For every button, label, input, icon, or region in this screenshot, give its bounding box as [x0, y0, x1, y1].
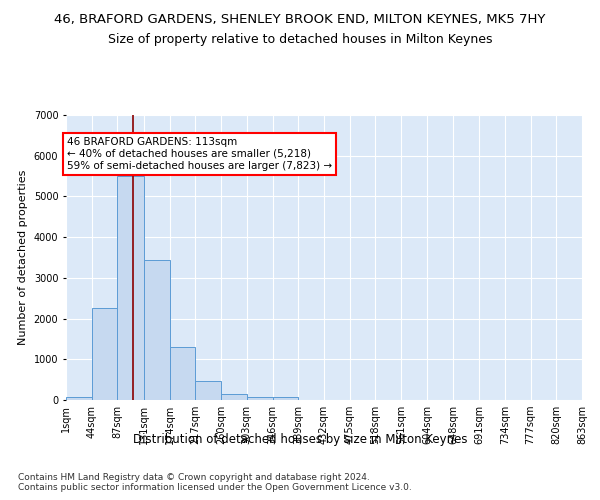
Text: Distribution of detached houses by size in Milton Keynes: Distribution of detached houses by size …: [133, 432, 467, 446]
Bar: [118, 176, 144, 400]
Text: Contains HM Land Registry data © Crown copyright and database right 2024.
Contai: Contains HM Land Registry data © Crown c…: [18, 472, 412, 492]
Text: 46, BRAFORD GARDENS, SHENLEY BROOK END, MILTON KEYNES, MK5 7HY: 46, BRAFORD GARDENS, SHENLEY BROOK END, …: [55, 12, 545, 26]
Bar: [66, 397, 92, 400]
Bar: [221, 394, 247, 400]
Bar: [170, 346, 195, 400]
Bar: [272, 396, 298, 400]
Y-axis label: Number of detached properties: Number of detached properties: [18, 170, 28, 345]
Text: 46 BRAFORD GARDENS: 113sqm
← 40% of detached houses are smaller (5,218)
59% of s: 46 BRAFORD GARDENS: 113sqm ← 40% of deta…: [67, 138, 332, 170]
Bar: [195, 381, 221, 400]
Bar: [92, 308, 118, 400]
Bar: [247, 396, 272, 400]
Bar: [144, 260, 170, 400]
Text: Size of property relative to detached houses in Milton Keynes: Size of property relative to detached ho…: [108, 32, 492, 46]
